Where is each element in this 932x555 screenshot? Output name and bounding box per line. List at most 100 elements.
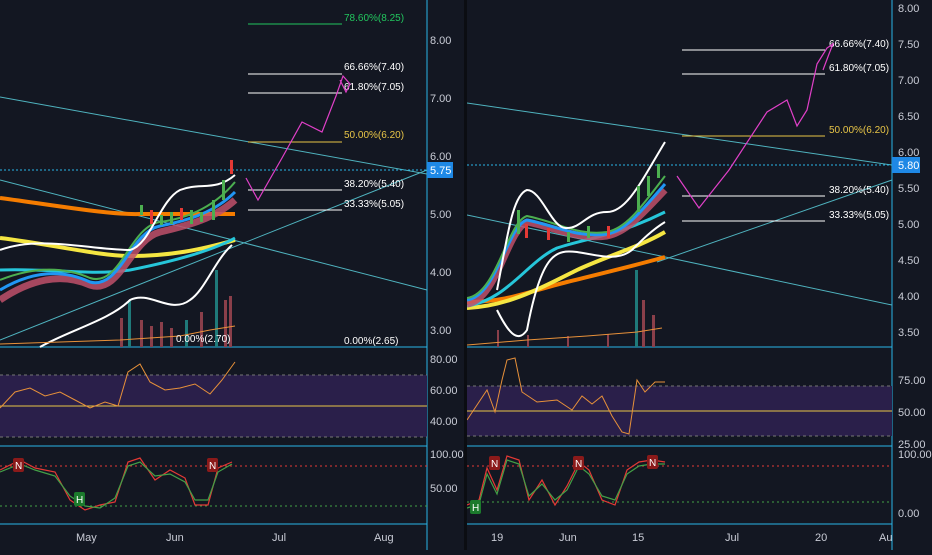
right-marker-n-1-text: N xyxy=(491,459,498,470)
left-current-price-text: 5.75 xyxy=(430,165,451,177)
left-marker-n-2 xyxy=(207,458,218,472)
left-ma-ribbon xyxy=(0,197,238,303)
left-stoch-tick: 100.00 xyxy=(430,449,464,461)
right-fib-label-3333: 33.33%(5.05) xyxy=(829,210,889,221)
left-volume-ma xyxy=(0,325,236,345)
left-time-tick: Jul xyxy=(272,532,286,544)
right-marker-n-3 xyxy=(647,455,658,469)
left-ma-green xyxy=(0,181,236,281)
left-rsi-line xyxy=(0,361,236,409)
left-rsi-tick: 60.00 xyxy=(430,385,458,397)
left-stoch-k xyxy=(0,457,233,511)
right-chart-svg[interactable]: 66.66%(7.40) 61.80%(7.05) 50.00%(6.20) 3… xyxy=(466,0,932,550)
left-stoch-d xyxy=(0,461,233,509)
left-stoch-tick: 50.00 xyxy=(430,483,458,495)
left-fib-label-618: 61.80%(7.05) xyxy=(344,82,404,93)
right-current-price-badge xyxy=(892,157,920,173)
right-price-tick: 5.00 xyxy=(898,219,919,231)
left-marker-n-1 xyxy=(13,458,24,472)
right-price-tick: 7.00 xyxy=(898,75,919,87)
left-trendline-lower xyxy=(0,179,428,291)
left-time-tick: Jun xyxy=(166,532,184,544)
right-time-tick: Jul xyxy=(725,532,739,544)
right-stoch-tick: 100.00 xyxy=(898,449,932,461)
left-marker-h xyxy=(74,492,85,506)
right-bollinger-upper xyxy=(496,141,666,291)
right-price-tick: 5.50 xyxy=(898,183,919,195)
right-volume-bars xyxy=(497,270,655,347)
left-fib-label-786: 78.60%(8.25) xyxy=(344,13,404,24)
right-trendline-lower xyxy=(466,214,893,306)
left-ma-orange xyxy=(0,196,235,217)
right-marker-h-text: H xyxy=(472,503,479,514)
left-fib-label-0: 0.00%(2.65) xyxy=(344,336,398,347)
left-trendline-upper xyxy=(0,96,428,175)
right-time-tick: Jun xyxy=(559,532,577,544)
left-marker-n-1-text: N xyxy=(15,461,22,472)
left-chart-panel[interactable]: 78.60%(8.25) 66.66%(7.40) 61.80%(7.05) 5… xyxy=(0,0,464,550)
right-rsi-tick: 75.00 xyxy=(898,375,926,387)
right-price-tick: 4.00 xyxy=(898,291,919,303)
left-projection-path xyxy=(245,74,351,202)
right-candles xyxy=(517,164,660,242)
right-price-tick: 3.50 xyxy=(898,327,919,339)
left-price-tick: 7.00 xyxy=(430,93,451,105)
right-chart-panel[interactable]: 66.66%(7.40) 61.80%(7.05) 50.00%(6.20) 3… xyxy=(466,0,932,550)
left-trendline-rising xyxy=(0,169,428,341)
left-marker-n-2-text: N xyxy=(209,461,216,472)
right-projection-path xyxy=(676,42,835,210)
left-price-tick: 6.00 xyxy=(430,151,451,163)
right-bollinger-lower xyxy=(496,221,666,338)
right-current-price-text: 5.80 xyxy=(898,160,919,172)
right-price-tick: 8.00 xyxy=(898,3,919,15)
right-time-tick: 19 xyxy=(491,532,503,544)
left-candles xyxy=(140,160,233,225)
right-price-tick: 7.50 xyxy=(898,39,919,51)
left-current-price-badge xyxy=(427,162,453,178)
right-trendline-upper xyxy=(466,102,893,166)
left-time-tick: Aug xyxy=(374,532,394,544)
left-rsi-tick: 80.00 xyxy=(430,354,458,366)
right-ma-ribbon xyxy=(466,187,668,308)
left-price-tick: 3.00 xyxy=(430,325,451,337)
right-price-axis: 8.00 7.50 7.00 6.50 6.00 5.50 5.00 4.50 … xyxy=(898,3,919,339)
left-fib-label-3333: 33.33%(5.05) xyxy=(344,199,404,210)
left-fib-label-50: 50.00%(6.20) xyxy=(344,130,404,141)
left-fib-label-0-alt: 0.00%(2.70) xyxy=(176,334,230,345)
left-fib-label-382: 38.20%(5.40) xyxy=(344,179,404,190)
right-time-tick: 15 xyxy=(632,532,644,544)
right-rsi-line xyxy=(466,357,665,435)
right-price-tick: 6.00 xyxy=(898,147,919,159)
right-fib-label-6666: 66.66%(7.40) xyxy=(829,39,889,50)
right-time-tick: 20 xyxy=(815,532,827,544)
right-rsi-tick: 25.00 xyxy=(898,439,926,451)
right-marker-n-3-text: N xyxy=(649,458,656,469)
left-chart-svg[interactable]: 78.60%(8.25) 66.66%(7.40) 61.80%(7.05) 5… xyxy=(0,0,464,550)
right-stoch-d xyxy=(466,459,665,509)
left-marker-h-text: H xyxy=(76,495,83,506)
right-rsi-tick: 50.00 xyxy=(898,407,926,419)
chart-divider[interactable] xyxy=(464,0,467,550)
left-ma-blue xyxy=(0,190,237,292)
left-bollinger-lower xyxy=(39,244,233,348)
right-fib-label-50: 50.00%(6.20) xyxy=(829,125,889,136)
left-price-tick: 5.00 xyxy=(430,209,451,221)
right-marker-n-2 xyxy=(573,456,584,470)
left-fib-label-6666: 66.66%(7.40) xyxy=(344,62,404,73)
left-rsi-tick: 40.00 xyxy=(430,416,458,428)
right-volume-ma xyxy=(466,327,663,346)
right-ma-orange xyxy=(466,255,666,304)
left-price-tick: 8.00 xyxy=(430,35,451,47)
right-price-tick: 4.50 xyxy=(898,255,919,267)
right-fib-label-382: 38.20%(5.40) xyxy=(829,185,889,196)
left-volume-bars xyxy=(120,270,232,347)
right-marker-n-1 xyxy=(489,456,500,470)
right-marker-h xyxy=(470,500,481,514)
right-ma-blue xyxy=(466,183,667,302)
right-price-tick: 6.50 xyxy=(898,111,919,123)
right-time-tick: Au xyxy=(879,532,892,544)
left-price-tick: 4.00 xyxy=(430,267,451,279)
right-marker-n-2-text: N xyxy=(575,459,582,470)
right-stoch-tick: 0.00 xyxy=(898,508,919,520)
right-fib-label-618: 61.80%(7.05) xyxy=(829,63,889,74)
